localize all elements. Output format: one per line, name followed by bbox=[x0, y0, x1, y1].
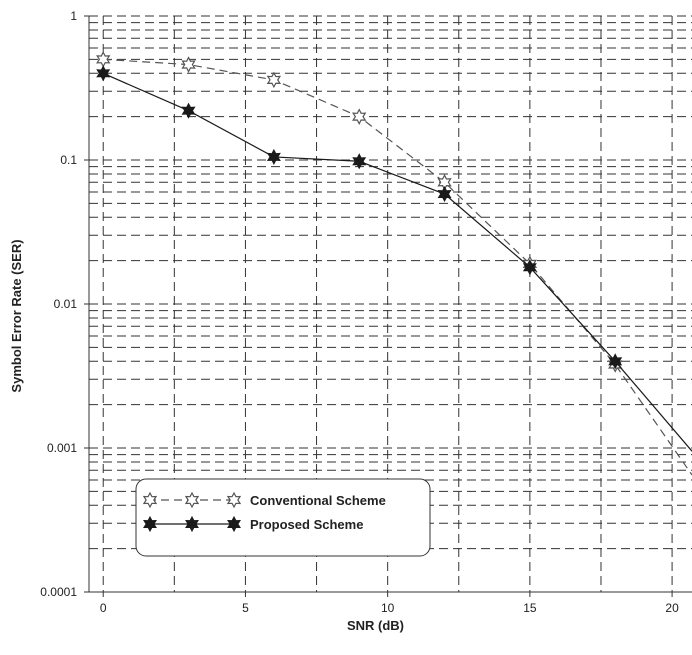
series-proposed-scheme bbox=[96, 65, 692, 452]
x-tick-label: 5 bbox=[242, 601, 249, 615]
series-line bbox=[102, 72, 692, 452]
hollow-star-marker bbox=[352, 108, 367, 125]
hollow-star-marker bbox=[226, 491, 242, 509]
filled-star-marker bbox=[185, 515, 199, 533]
y-tick-label: 0.001 bbox=[47, 441, 77, 455]
filled-star-marker bbox=[227, 515, 241, 533]
x-axis-label: SNR (dB) bbox=[347, 618, 404, 633]
filled-star-marker bbox=[266, 148, 281, 166]
filled-star-marker bbox=[96, 65, 111, 82]
x-tick-labels: 0 5 10 15 20 bbox=[100, 592, 679, 615]
legend-label: Proposed Scheme bbox=[250, 517, 363, 532]
filled-star-marker bbox=[608, 353, 623, 370]
x-tick-label: 0 bbox=[100, 601, 107, 615]
hollow-star-marker bbox=[142, 491, 158, 509]
filled-star-marker bbox=[522, 259, 537, 276]
x-tick-label: 10 bbox=[381, 601, 395, 615]
hollow-star-marker bbox=[266, 71, 282, 89]
y-tick-label: 0.01 bbox=[54, 297, 78, 311]
hollow-star-marker bbox=[184, 491, 200, 509]
y-tick-labels: 0.0001 0.001 0.01 0.1 1 bbox=[40, 9, 89, 599]
series-line bbox=[103, 58, 692, 476]
y-tick-label: 0.1 bbox=[60, 153, 77, 167]
filled-star-marker bbox=[352, 153, 367, 170]
hollow-star-marker bbox=[181, 56, 196, 73]
legend-label: Conventional Scheme bbox=[250, 493, 386, 508]
filled-star-marker bbox=[437, 185, 452, 203]
y-tick-label: 1 bbox=[70, 9, 77, 23]
hollow-star-marker bbox=[96, 51, 111, 68]
series-layer bbox=[96, 51, 692, 476]
grid bbox=[89, 15, 692, 592]
series-conventional-scheme bbox=[96, 51, 692, 476]
legend-box bbox=[135, 478, 431, 557]
filled-star-marker bbox=[181, 102, 196, 119]
y-axis-label: Symbol Error Rate (SER) bbox=[9, 239, 24, 392]
filled-star-marker bbox=[143, 515, 157, 533]
x-tick-label: 20 bbox=[665, 601, 679, 615]
y-tick-label: 0.0001 bbox=[40, 585, 77, 599]
x-tick-label: 15 bbox=[523, 601, 537, 615]
legend: Conventional Scheme Proposed Scheme bbox=[135, 478, 431, 557]
